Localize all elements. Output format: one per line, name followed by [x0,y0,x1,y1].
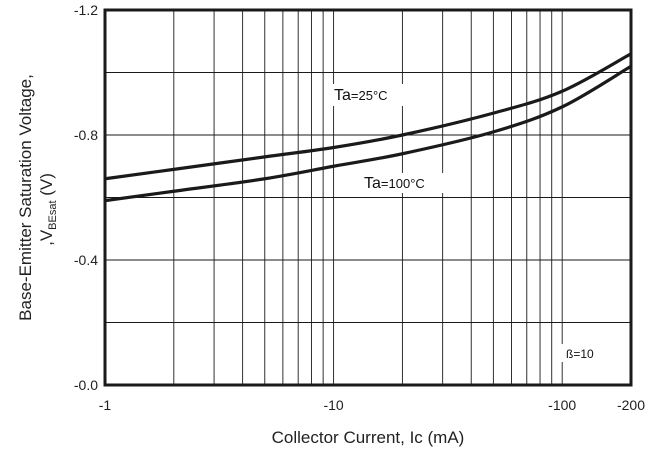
y-tick-label: -1.2 [74,2,98,18]
x-tick-labels: -1 -10 -100 -200 [99,397,645,413]
y-tick-label: -0.0 [74,377,98,393]
y-axis-title-subscript: BEsat [47,200,59,229]
label-background [553,344,603,362]
curve-ta-25c [104,52,632,181]
plot-frame [103,8,633,387]
series-label: Ta=25°C [334,87,388,104]
beta-annotation: ß=10 [566,347,594,361]
y-axis-title: Base-Emitter Saturation Voltage, ,VBEsat… [16,74,59,321]
series-label: Ta=100°C [364,175,425,192]
series-labels: Ta=25°C Ta=100°C [334,87,425,192]
y-axis-title-prefix: ,V [37,229,56,246]
series-curves [104,52,632,203]
y-axis-title-line2: ,VBEsat (V) [37,173,59,246]
y-tick-labels: -1.2 -0.8 -0.4 -0.0 [74,2,98,393]
curve-ta-100c [104,64,632,203]
x-tick-label: -10 [323,397,343,413]
grid-lines [105,10,631,385]
x-tick-label: -1 [99,397,112,413]
y-axis-title-line1: Base-Emitter Saturation Voltage, [16,74,35,321]
y-axis-title-suffix: (V) [37,173,56,200]
x-axis-title: Collector Current, Ic (mA) [272,428,465,447]
y-tick-label: -0.8 [74,127,98,143]
x-tick-label: -200 [617,397,645,413]
x-tick-label: -100 [548,397,576,413]
y-tick-label: -0.4 [74,252,98,268]
label-background [362,173,444,193]
label-background [332,84,424,106]
